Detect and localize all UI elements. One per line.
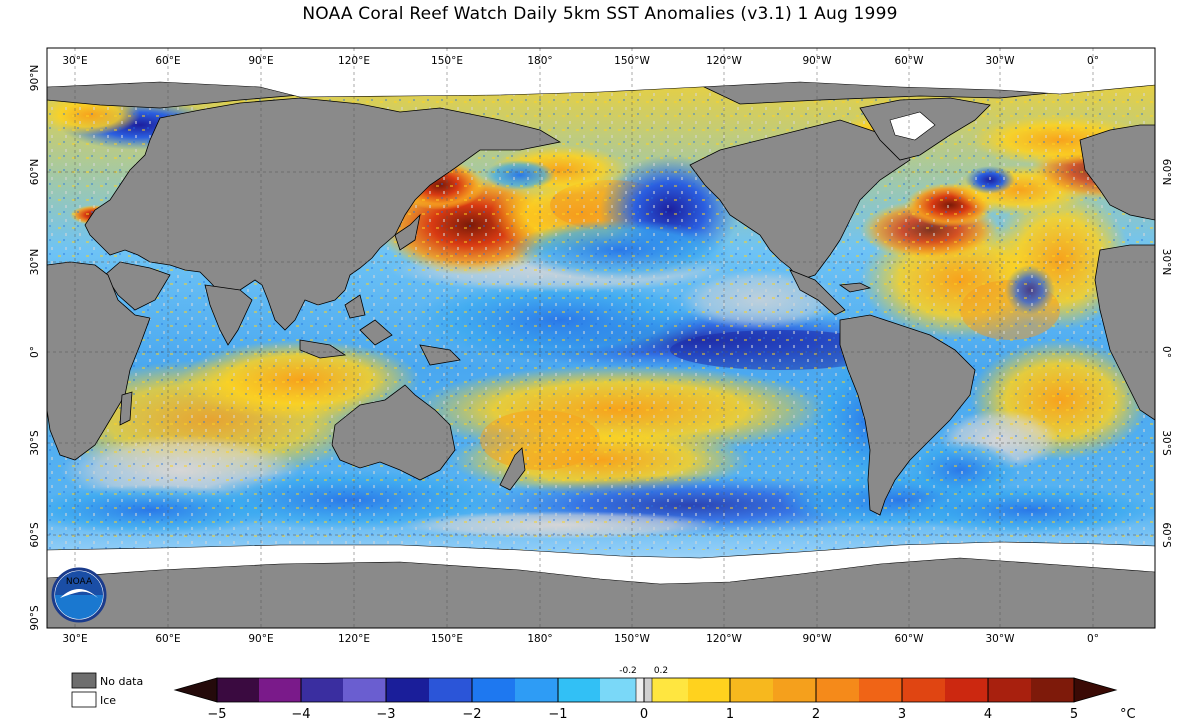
lat-label: 30°N (1160, 249, 1172, 275)
noaa-logo: NOAA (51, 567, 107, 623)
lat-label: 60°S (29, 522, 41, 548)
lon-label: 120°W (706, 633, 742, 645)
colorbar-tick: −1 (548, 707, 567, 722)
colorbar-small-tick: 0.2 (654, 666, 668, 676)
colorbar-tick: −5 (207, 707, 226, 722)
lat-labels-right: 60°N 30°N 0° 30°S 60°S (1160, 159, 1172, 548)
lon-label: 30°W (986, 633, 1016, 645)
colorbar-tick: −2 (462, 707, 481, 722)
lat-label: 30°S (29, 430, 41, 456)
lon-label: 60°W (895, 633, 925, 645)
lat-label: 90°N (29, 65, 41, 91)
map-title: NOAA Coral Reef Watch Daily 5km SST Anom… (302, 4, 898, 24)
sea-ice (47, 48, 1155, 585)
noaa-logo-text: NOAA (66, 577, 93, 587)
ice-swatch (71, 691, 97, 708)
lon-label: 150°E (431, 55, 463, 67)
colorbar-tick: 5 (1070, 707, 1078, 722)
lon-label: 120°E (338, 55, 370, 67)
lon-label: 120°W (706, 55, 742, 67)
graticule (47, 48, 1155, 628)
lon-label: 60°W (895, 55, 925, 67)
lat-labels-left: 90°N 60°N 30°N 0° 30°S 60°S 90°S (29, 65, 41, 631)
land (47, 79, 1155, 628)
lon-label: 30°E (62, 55, 87, 67)
colorbar-segments (217, 678, 1074, 702)
no-data-swatch (71, 672, 97, 689)
lon-label: 90°W (803, 633, 833, 645)
lon-label: 90°E (248, 55, 273, 67)
lat-label: 60°N (1160, 159, 1172, 185)
lat-label: 0° (29, 346, 41, 358)
colorbar: -0.2 0.2 −5 −4 −3 −2 −1 0 1 2 3 4 5 °C (173, 666, 1136, 722)
no-data-label: No data (100, 675, 143, 688)
lat-label: 60°N (29, 159, 41, 185)
colorbar-small-tick: -0.2 (619, 666, 637, 676)
lon-label: 60°E (155, 55, 180, 67)
lon-label: 150°E (431, 633, 463, 645)
colorbar-tick: 4 (984, 707, 992, 722)
colorbar-tick: 0 (640, 707, 648, 722)
colorbar-max-arrow (1073, 677, 1118, 703)
lon-label: 30°E (62, 633, 87, 645)
lon-label: 90°W (803, 55, 833, 67)
lon-labels-bottom: 30°E 60°E 90°E 120°E 150°E 180° 150°W 12… (62, 633, 1099, 645)
lat-label: 60°S (1160, 522, 1172, 548)
lat-label: 0° (1160, 346, 1172, 358)
lat-label: 30°S (1160, 430, 1172, 456)
lon-label: 120°E (338, 633, 370, 645)
lon-label: 180° (527, 55, 552, 67)
colorbar-min-arrow (173, 677, 218, 703)
colorbar-tick: −4 (291, 707, 310, 722)
map-border (46, 47, 1156, 629)
lon-label: 90°E (248, 633, 273, 645)
lon-label: 0° (1087, 55, 1099, 67)
lon-label: 0° (1087, 633, 1099, 645)
ice-label: Ice (100, 694, 116, 707)
lon-label: 60°E (155, 633, 180, 645)
colorbar-tick: 3 (898, 707, 906, 722)
lon-labels-top: 30°E 60°E 90°E 120°E 150°E 180° 150°W 12… (62, 55, 1099, 67)
lon-label: 30°W (986, 55, 1016, 67)
colorbar-unit: °C (1120, 707, 1136, 722)
legend-box: No data Ice (71, 672, 143, 708)
lon-label: 150°W (614, 633, 650, 645)
lon-label: 180° (527, 633, 552, 645)
colorbar-tick: −3 (376, 707, 395, 722)
lon-label: 150°W (614, 55, 650, 67)
lat-label: 30°N (29, 249, 41, 275)
lat-label: 90°S (29, 605, 41, 631)
colorbar-tick: 2 (812, 707, 820, 722)
colorbar-tick: 1 (726, 707, 734, 722)
